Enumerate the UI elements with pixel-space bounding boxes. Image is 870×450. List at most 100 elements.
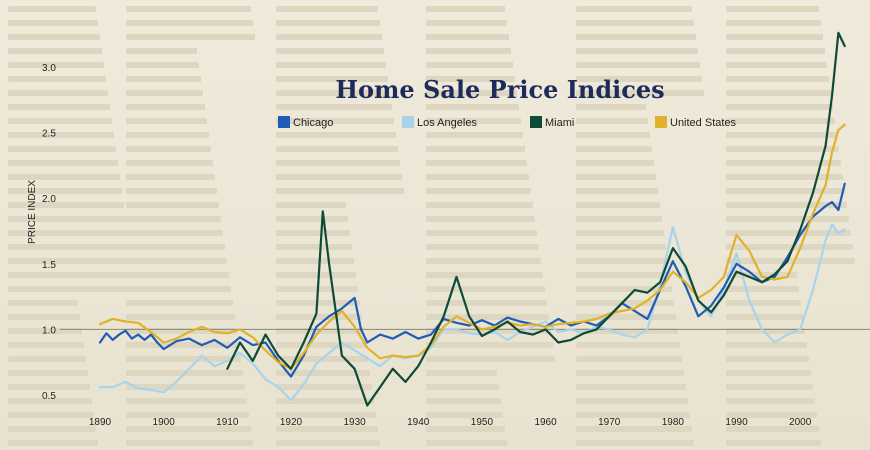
- background-texture-line: [126, 62, 199, 68]
- x-tick-label: 1980: [662, 417, 685, 428]
- background-texture-line: [8, 118, 112, 124]
- background-texture-line: [426, 188, 531, 194]
- background-texture-line: [8, 258, 132, 264]
- background-texture-line: [726, 20, 821, 26]
- background-texture-line: [426, 272, 543, 278]
- background-texture-line: [276, 272, 356, 278]
- background-texture-line: [726, 62, 827, 68]
- background-texture-line: [126, 342, 239, 348]
- background-texture-line: [276, 202, 346, 208]
- x-tick-label: 1950: [471, 417, 494, 428]
- background-texture-line: [426, 216, 535, 222]
- background-texture-line: [8, 286, 136, 292]
- x-tick-label: 1920: [280, 417, 303, 428]
- background-texture-line: [726, 314, 803, 320]
- background-texture-line: [426, 48, 511, 54]
- background-texture-line: [126, 272, 229, 278]
- background-texture-line: [576, 370, 684, 376]
- background-texture-line: [126, 258, 227, 264]
- legend-swatch: [655, 116, 667, 128]
- background-texture-line: [726, 244, 853, 250]
- background-texture-line: [126, 230, 223, 236]
- background-texture-line: [8, 20, 98, 26]
- background-texture-line: [276, 48, 384, 54]
- background-texture-line: [276, 258, 354, 264]
- background-texture-line: [576, 76, 702, 82]
- background-texture-line: [426, 160, 527, 166]
- y-tick-label: 2.5: [42, 129, 56, 140]
- background-texture-line: [276, 342, 366, 348]
- background-texture-line: [576, 48, 698, 54]
- background-texture-line: [276, 244, 352, 250]
- background-texture-line: [8, 62, 104, 68]
- x-tick-label: 1900: [153, 417, 176, 428]
- legend-label: Chicago: [293, 117, 333, 129]
- background-texture-line: [576, 6, 692, 12]
- background-texture-line: [576, 384, 686, 390]
- background-texture-line: [576, 398, 688, 404]
- background-texture-line: [276, 104, 392, 110]
- background-texture-line: [726, 356, 809, 362]
- legend-label: Los Angeles: [417, 117, 477, 129]
- background-texture-line: [8, 90, 108, 96]
- background-texture-line: [426, 370, 497, 376]
- background-texture-line: [126, 314, 235, 320]
- background-texture-line: [126, 286, 231, 292]
- background-texture-line: [426, 440, 507, 446]
- axes: 0.5 1.0 1.5 2.0 2.5 3.0 1890 1900 1910 1920 1930 19…: [42, 63, 812, 428]
- background-texture-line: [426, 356, 555, 362]
- background-texture-line: [576, 188, 658, 194]
- background-texture-line: [126, 356, 241, 362]
- background-texture-line: [576, 286, 672, 292]
- background-texture-line: [126, 398, 247, 404]
- x-tick-label: 1910: [216, 417, 239, 428]
- background-texture-line: [8, 244, 130, 250]
- background-texture-line: [126, 34, 255, 40]
- background-texture-line: [276, 440, 380, 446]
- background-texture-line: [726, 6, 819, 12]
- background-texture-line: [126, 48, 197, 54]
- y-tick-label: 1.5: [42, 260, 56, 271]
- background-texture-line: [426, 286, 545, 292]
- background-texture-line: [576, 356, 682, 362]
- y-tick-label: 3.0: [42, 63, 56, 74]
- background-texture-line: [576, 412, 690, 418]
- background-texture-line: [726, 174, 843, 180]
- background-texture-line: [576, 118, 648, 124]
- background-texture-line: [576, 272, 670, 278]
- background-texture-line: [726, 216, 849, 222]
- background-texture-line: [126, 188, 217, 194]
- chart-title: Home Sale Price Indices: [335, 75, 664, 104]
- background-texture-line: [126, 440, 253, 446]
- background-texture-line: [276, 426, 378, 432]
- background-texture-line: [726, 384, 813, 390]
- background-texture-line: [576, 244, 666, 250]
- background-texture-line: [126, 104, 205, 110]
- background-texture-line: [276, 230, 350, 236]
- background-texture-line: [426, 118, 521, 124]
- background-texture-line: [126, 160, 213, 166]
- background-texture-line: [276, 6, 378, 12]
- background-texture-line: [276, 314, 362, 320]
- x-tick-label: 1960: [534, 417, 557, 428]
- background-texture-line: [276, 398, 374, 404]
- background-texture-line: [426, 230, 537, 236]
- background-texture-line: [726, 258, 855, 264]
- background-texture-line: [276, 160, 400, 166]
- x-tick-label: 1930: [343, 417, 366, 428]
- legend-swatch: [278, 116, 290, 128]
- background-texture-line: [8, 300, 78, 306]
- background-texture-line: [8, 202, 124, 208]
- background-texture-line: [426, 20, 507, 26]
- background-texture-line: [126, 132, 209, 138]
- background-texture-line: [8, 370, 88, 376]
- background-texture-line: [8, 412, 94, 418]
- background-texture-line: [8, 356, 86, 362]
- background-texture-line: [726, 76, 829, 82]
- background-texture-line: [576, 426, 692, 432]
- background-texture-line: [576, 342, 680, 348]
- background-texture-line: [8, 48, 102, 54]
- background-texture-line: [8, 272, 134, 278]
- newspaper-background: [8, 6, 855, 446]
- background-texture-line: [576, 174, 656, 180]
